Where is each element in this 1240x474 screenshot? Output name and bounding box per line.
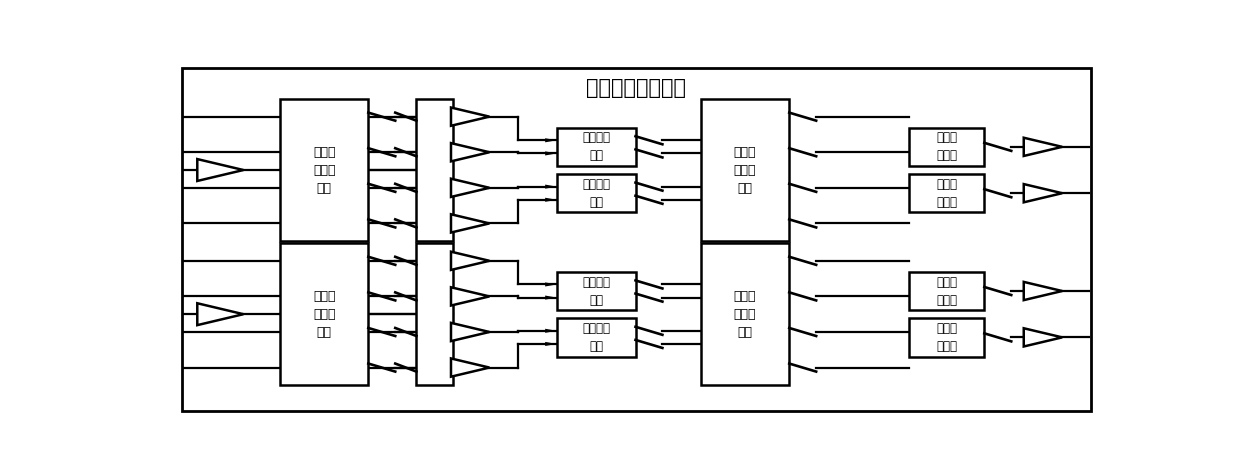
Text: 幅相控
制芯片: 幅相控 制芯片 [936,275,957,307]
FancyBboxPatch shape [280,99,368,241]
FancyBboxPatch shape [701,99,789,241]
Polygon shape [451,287,490,306]
Polygon shape [546,198,557,202]
Polygon shape [546,342,557,346]
Text: 滤波器
组开关
矩阵: 滤波器 组开关 矩阵 [312,146,335,194]
FancyBboxPatch shape [557,272,635,310]
FancyBboxPatch shape [557,318,635,356]
Polygon shape [546,329,557,333]
Text: 幅相控
制芯片: 幅相控 制芯片 [936,322,957,353]
Text: 滤波器
组开关
矩阵: 滤波器 组开关 矩阵 [312,290,335,339]
FancyBboxPatch shape [280,243,368,385]
Text: 极化匹配
芯片: 极化匹配 芯片 [582,275,610,307]
FancyBboxPatch shape [417,99,453,241]
Polygon shape [451,214,490,233]
Polygon shape [1024,328,1063,346]
Polygon shape [546,296,557,300]
Polygon shape [197,303,243,325]
Polygon shape [197,159,243,181]
Text: 滤波器
组开关
矩阵: 滤波器 组开关 矩阵 [734,290,756,339]
FancyBboxPatch shape [182,68,1091,411]
Polygon shape [451,179,490,197]
Polygon shape [451,143,490,161]
Text: 幅相控
制芯片: 幅相控 制芯片 [936,178,957,209]
Polygon shape [1024,282,1063,300]
Polygon shape [451,108,490,126]
FancyBboxPatch shape [909,128,985,166]
FancyBboxPatch shape [909,272,985,310]
Polygon shape [451,252,490,270]
Text: 极化匹配
芯片: 极化匹配 芯片 [582,178,610,209]
Polygon shape [1024,138,1063,156]
Text: 滤波器
组开关
矩阵: 滤波器 组开关 矩阵 [734,146,756,194]
FancyBboxPatch shape [701,243,789,385]
Text: 基本射频模块单元: 基本射频模块单元 [587,78,687,98]
Text: 幅相控
制芯片: 幅相控 制芯片 [936,131,957,163]
Polygon shape [546,184,557,189]
Text: 极化匹配
芯片: 极化匹配 芯片 [582,322,610,353]
FancyBboxPatch shape [417,243,453,385]
FancyBboxPatch shape [909,174,985,212]
Polygon shape [1024,184,1063,202]
Polygon shape [451,323,490,341]
FancyBboxPatch shape [909,318,985,356]
FancyBboxPatch shape [557,128,635,166]
Polygon shape [546,151,557,155]
Polygon shape [546,283,557,286]
FancyBboxPatch shape [557,174,635,212]
Text: 极化匹配
芯片: 极化匹配 芯片 [582,131,610,163]
Polygon shape [451,358,490,377]
Polygon shape [546,138,557,142]
